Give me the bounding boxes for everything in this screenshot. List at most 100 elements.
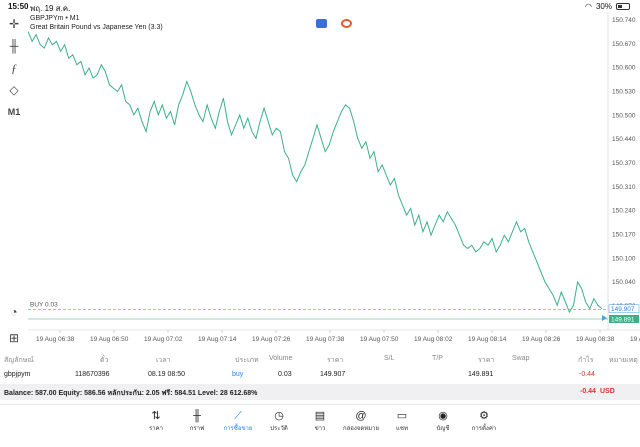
nav-label: ข่าว xyxy=(314,426,326,432)
indicator-icon[interactable]: ƒ xyxy=(11,61,17,75)
x-tick-label: 19 Aug 07:02 xyxy=(144,336,183,343)
status-date: พฤ. 19 ส.ค. xyxy=(30,4,71,13)
nav-item[interactable]: ⚙ การตั้งค่า xyxy=(464,409,504,433)
y-tick-label: 150.670 xyxy=(612,41,636,48)
column-header[interactable]: ราคา xyxy=(327,357,344,364)
y-tick-label: 150.100 xyxy=(612,255,636,262)
buy-order-label: BUY 0.03 xyxy=(30,302,58,309)
nav-label: การซื้อขาย xyxy=(223,426,253,432)
x-tick-label: 19 Aug 06:50 xyxy=(90,336,129,343)
nav-item[interactable]: ▤ ข่าว xyxy=(300,409,340,433)
balance-currency: USD xyxy=(600,388,615,395)
column-header[interactable]: กำไร xyxy=(578,357,594,364)
y-tick-label: 150.170 xyxy=(612,232,636,239)
symbol-info: GBPJPYm • M1 Great Britain Pound vs Japa… xyxy=(30,14,163,32)
trade-table: สัญลักษณ์ ตั๋ว เวลา ประเภท Volume ราคา S/L T/P ร… xyxy=(0,352,640,402)
y-tick-label: 150.040 xyxy=(612,279,636,286)
x-tick-label: 19 Aug 08:14 xyxy=(468,336,507,343)
row-volume: 0.03 xyxy=(278,371,292,378)
status-bar: 15:50 พฤ. 19 ส.ค. ◠ 30% xyxy=(0,0,640,13)
balance-bar: Balance: 587.00 Equity: 586.56 หลักประกั… xyxy=(0,384,640,400)
battery-percent: 30% xyxy=(595,2,612,11)
nav-item[interactable]: ⟋ การซื้อขาย xyxy=(218,409,258,433)
row-profit: -0.44 xyxy=(579,371,595,378)
trade-panel-icon[interactable] xyxy=(316,19,327,28)
balance-pl: -0.44 xyxy=(580,388,596,395)
buy-price-value: 149.907 xyxy=(611,306,635,313)
chat-icon: ▭ xyxy=(396,410,408,422)
nav-item[interactable]: @ กล่องจดหมาย xyxy=(341,409,381,433)
y-tick-label: 150.530 xyxy=(612,89,636,96)
column-header[interactable]: Swap xyxy=(512,355,530,362)
y-tick-label: 150.310 xyxy=(612,184,636,191)
column-header[interactable]: T/P xyxy=(432,355,443,362)
nav-item[interactable]: ◉ บัญชี xyxy=(423,409,463,433)
table-header: สัญลักษณ์ ตั๋ว เวลา ประเภท Volume ราคา S/L T/P ร… xyxy=(0,352,640,366)
timeframe-button[interactable]: M1 xyxy=(7,107,21,117)
column-header[interactable]: S/L xyxy=(384,355,395,362)
nav-label: กราฟ xyxy=(189,426,205,432)
chart-icon: ╫ xyxy=(193,410,201,422)
candlestick-icon[interactable]: ╫ xyxy=(9,39,19,53)
x-tick-label: 19 Aug 07:38 xyxy=(306,336,345,343)
history-icon: ◷ xyxy=(274,410,284,422)
chart-mini-icons xyxy=(316,19,352,28)
column-header[interactable]: สัญลักษณ์ xyxy=(4,357,34,364)
objects-icon[interactable]: ◇ xyxy=(9,83,19,97)
column-header[interactable]: เวลา xyxy=(156,357,171,364)
row-open-price: 149.907 xyxy=(320,371,346,378)
balance-text: Balance: 587.00 Equity: 586.56 หลักประกั… xyxy=(4,390,258,397)
news-icon: ▤ xyxy=(314,410,326,422)
x-tick-label: 19 Aug 08:02 xyxy=(414,336,453,343)
wifi-icon: ◠ xyxy=(585,2,592,11)
nav-label: กล่องจดหมาย xyxy=(342,426,380,432)
battery-icon xyxy=(616,3,630,10)
column-header[interactable]: ประเภท xyxy=(235,357,259,364)
nav-item[interactable]: ▭ แชท xyxy=(382,409,422,433)
mailbox-icon: @ xyxy=(355,410,367,422)
y-tick-label: 150.600 xyxy=(612,65,636,72)
nav-label: แชท xyxy=(396,426,408,432)
nav-item[interactable]: ◷ ประวัติ xyxy=(259,409,299,433)
y-tick-label: 150.370 xyxy=(612,160,636,167)
status-right: ◠ 30% xyxy=(585,2,630,11)
nav-item[interactable]: ⇅ ราคา xyxy=(136,409,176,433)
price-arrow-icon xyxy=(602,315,607,322)
column-header[interactable]: ราคา xyxy=(478,357,495,364)
crosshair-icon[interactable]: ✛ xyxy=(8,17,20,31)
one-click-trading-icon[interactable]: ◔ xyxy=(10,305,18,319)
column-header[interactable]: หมายเหตุ xyxy=(609,357,638,364)
row-symbol: gbpjpym xyxy=(4,371,31,378)
nav-label: ประวัติ xyxy=(270,426,288,432)
current-price-value: 149.891 xyxy=(611,317,635,324)
account-icon: ◉ xyxy=(438,410,448,422)
row-type: buy xyxy=(232,371,244,378)
signal-icon[interactable] xyxy=(341,19,352,28)
chart-svg[interactable]: 150.740 150.670 150.600 150.530 150.500 150.4… xyxy=(28,12,640,352)
nav-item[interactable]: ╫ กราฟ xyxy=(177,409,217,433)
left-toolbar: ✛ ╫ ƒ ◇ M1 ◔ ⊞ xyxy=(0,12,28,352)
y-tick-label: 150.500 xyxy=(612,112,636,119)
current-price-tag xyxy=(609,315,639,324)
nav-label: ราคา xyxy=(149,426,163,432)
quotes-icon: ⇅ xyxy=(151,410,161,422)
y-tick-label: 150.740 xyxy=(612,17,636,24)
table-row[interactable]: gbpjpym 118670396 08.19 08:50 buy 0.03 1… xyxy=(0,368,640,382)
y-tick-label: 150.440 xyxy=(612,136,636,143)
symbol-description: Great Britain Pound vs Japanese Yen (3.3… xyxy=(30,24,163,31)
x-tick-label: 19 Aug 06:38 xyxy=(36,336,75,343)
row-price: 149.891 xyxy=(468,371,494,378)
column-header[interactable]: ตั๋ว xyxy=(100,357,109,364)
trade-icon: ⟋ xyxy=(234,410,242,422)
row-ticket: 118670396 xyxy=(75,371,110,378)
x-tick-label: 19 Aug 08:38 xyxy=(576,336,615,343)
buy-price-tag xyxy=(608,304,640,313)
new-order-icon[interactable]: ⊞ xyxy=(8,331,20,345)
row-time: 08.19 08:50 xyxy=(148,371,185,378)
symbol-title: GBPJPYm • M1 xyxy=(30,15,80,22)
price-chart[interactable]: 150.740 150.670 150.600 150.530 150.500 150.4… xyxy=(28,12,640,352)
column-header[interactable]: Volume xyxy=(269,355,293,362)
x-tick-label: 19 Aug 08:26 xyxy=(522,336,561,343)
x-tick-label: 19 Aug 07:14 xyxy=(198,336,237,343)
settings-icon: ⚙ xyxy=(479,410,489,422)
